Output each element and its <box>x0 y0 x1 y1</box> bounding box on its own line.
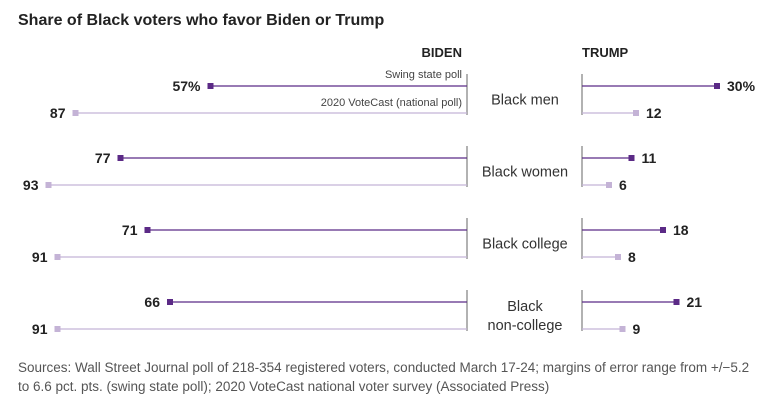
trump-value-votecast-black-college: 8 <box>628 249 636 265</box>
biden-marker-swing-black-non-college <box>167 299 173 305</box>
biden-value-votecast-black-women: 93 <box>23 177 39 193</box>
biden-marker-votecast-black-men <box>72 110 79 116</box>
biden-marker-swing-black-men <box>207 83 214 89</box>
chart-title: Share of Black voters who favor Biden or… <box>18 12 385 29</box>
biden-marker-swing-black-women <box>117 155 124 161</box>
column-header-biden: BIDEN <box>422 45 462 60</box>
source-note: Sources: Wall Street Journal poll of 218… <box>18 360 750 394</box>
trump-value-swing-black-non-college: 21 <box>687 294 703 310</box>
series-label-votecast: 2020 VoteCast (national poll) <box>321 97 462 109</box>
trump-marker-swing-black-women <box>628 155 635 161</box>
trump-marker-votecast-black-men <box>633 110 639 116</box>
column-header-trump: TRUMP <box>582 45 629 60</box>
biden-marker-swing-black-college <box>144 227 151 233</box>
biden-marker-votecast-black-women <box>45 182 52 188</box>
biden-value-swing-black-non-college: 66 <box>144 294 160 310</box>
trump-value-votecast-black-non-college: 9 <box>633 321 641 337</box>
trump-value-votecast-black-women: 6 <box>619 177 627 193</box>
trump-value-swing-black-men: 30% <box>727 78 756 94</box>
trump-marker-swing-black-college <box>660 227 666 233</box>
trump-value-swing-black-college: 18 <box>673 222 689 238</box>
trump-marker-votecast-black-non-college <box>619 326 626 332</box>
category-label-black-college: Black college <box>482 237 567 253</box>
trump-value-swing-black-women: 11 <box>642 150 657 166</box>
trump-value-votecast-black-men: 12 <box>646 105 662 121</box>
biden-value-swing-black-women: 77 <box>95 150 111 166</box>
biden-value-votecast-black-college: 91 <box>32 249 48 265</box>
biden-marker-votecast-black-non-college <box>54 326 61 332</box>
series-label-swing: Swing state poll <box>385 69 462 81</box>
biden-value-votecast-black-men: 87 <box>50 105 66 121</box>
trump-marker-votecast-black-college <box>615 254 621 260</box>
biden-value-swing-black-college: 71 <box>122 222 138 238</box>
trump-marker-votecast-black-women <box>606 182 612 188</box>
category-label-black-women: Black women <box>482 165 568 181</box>
category-label-black-men: Black men <box>491 93 559 109</box>
category-label-black-non-college: Black non-college <box>488 299 563 334</box>
trump-marker-swing-black-men <box>714 83 720 89</box>
biden-marker-votecast-black-college <box>54 254 61 260</box>
biden-value-votecast-black-non-college: 91 <box>32 321 48 337</box>
trump-marker-swing-black-non-college <box>673 299 680 305</box>
biden-value-swing-black-men: 57% <box>172 78 201 94</box>
